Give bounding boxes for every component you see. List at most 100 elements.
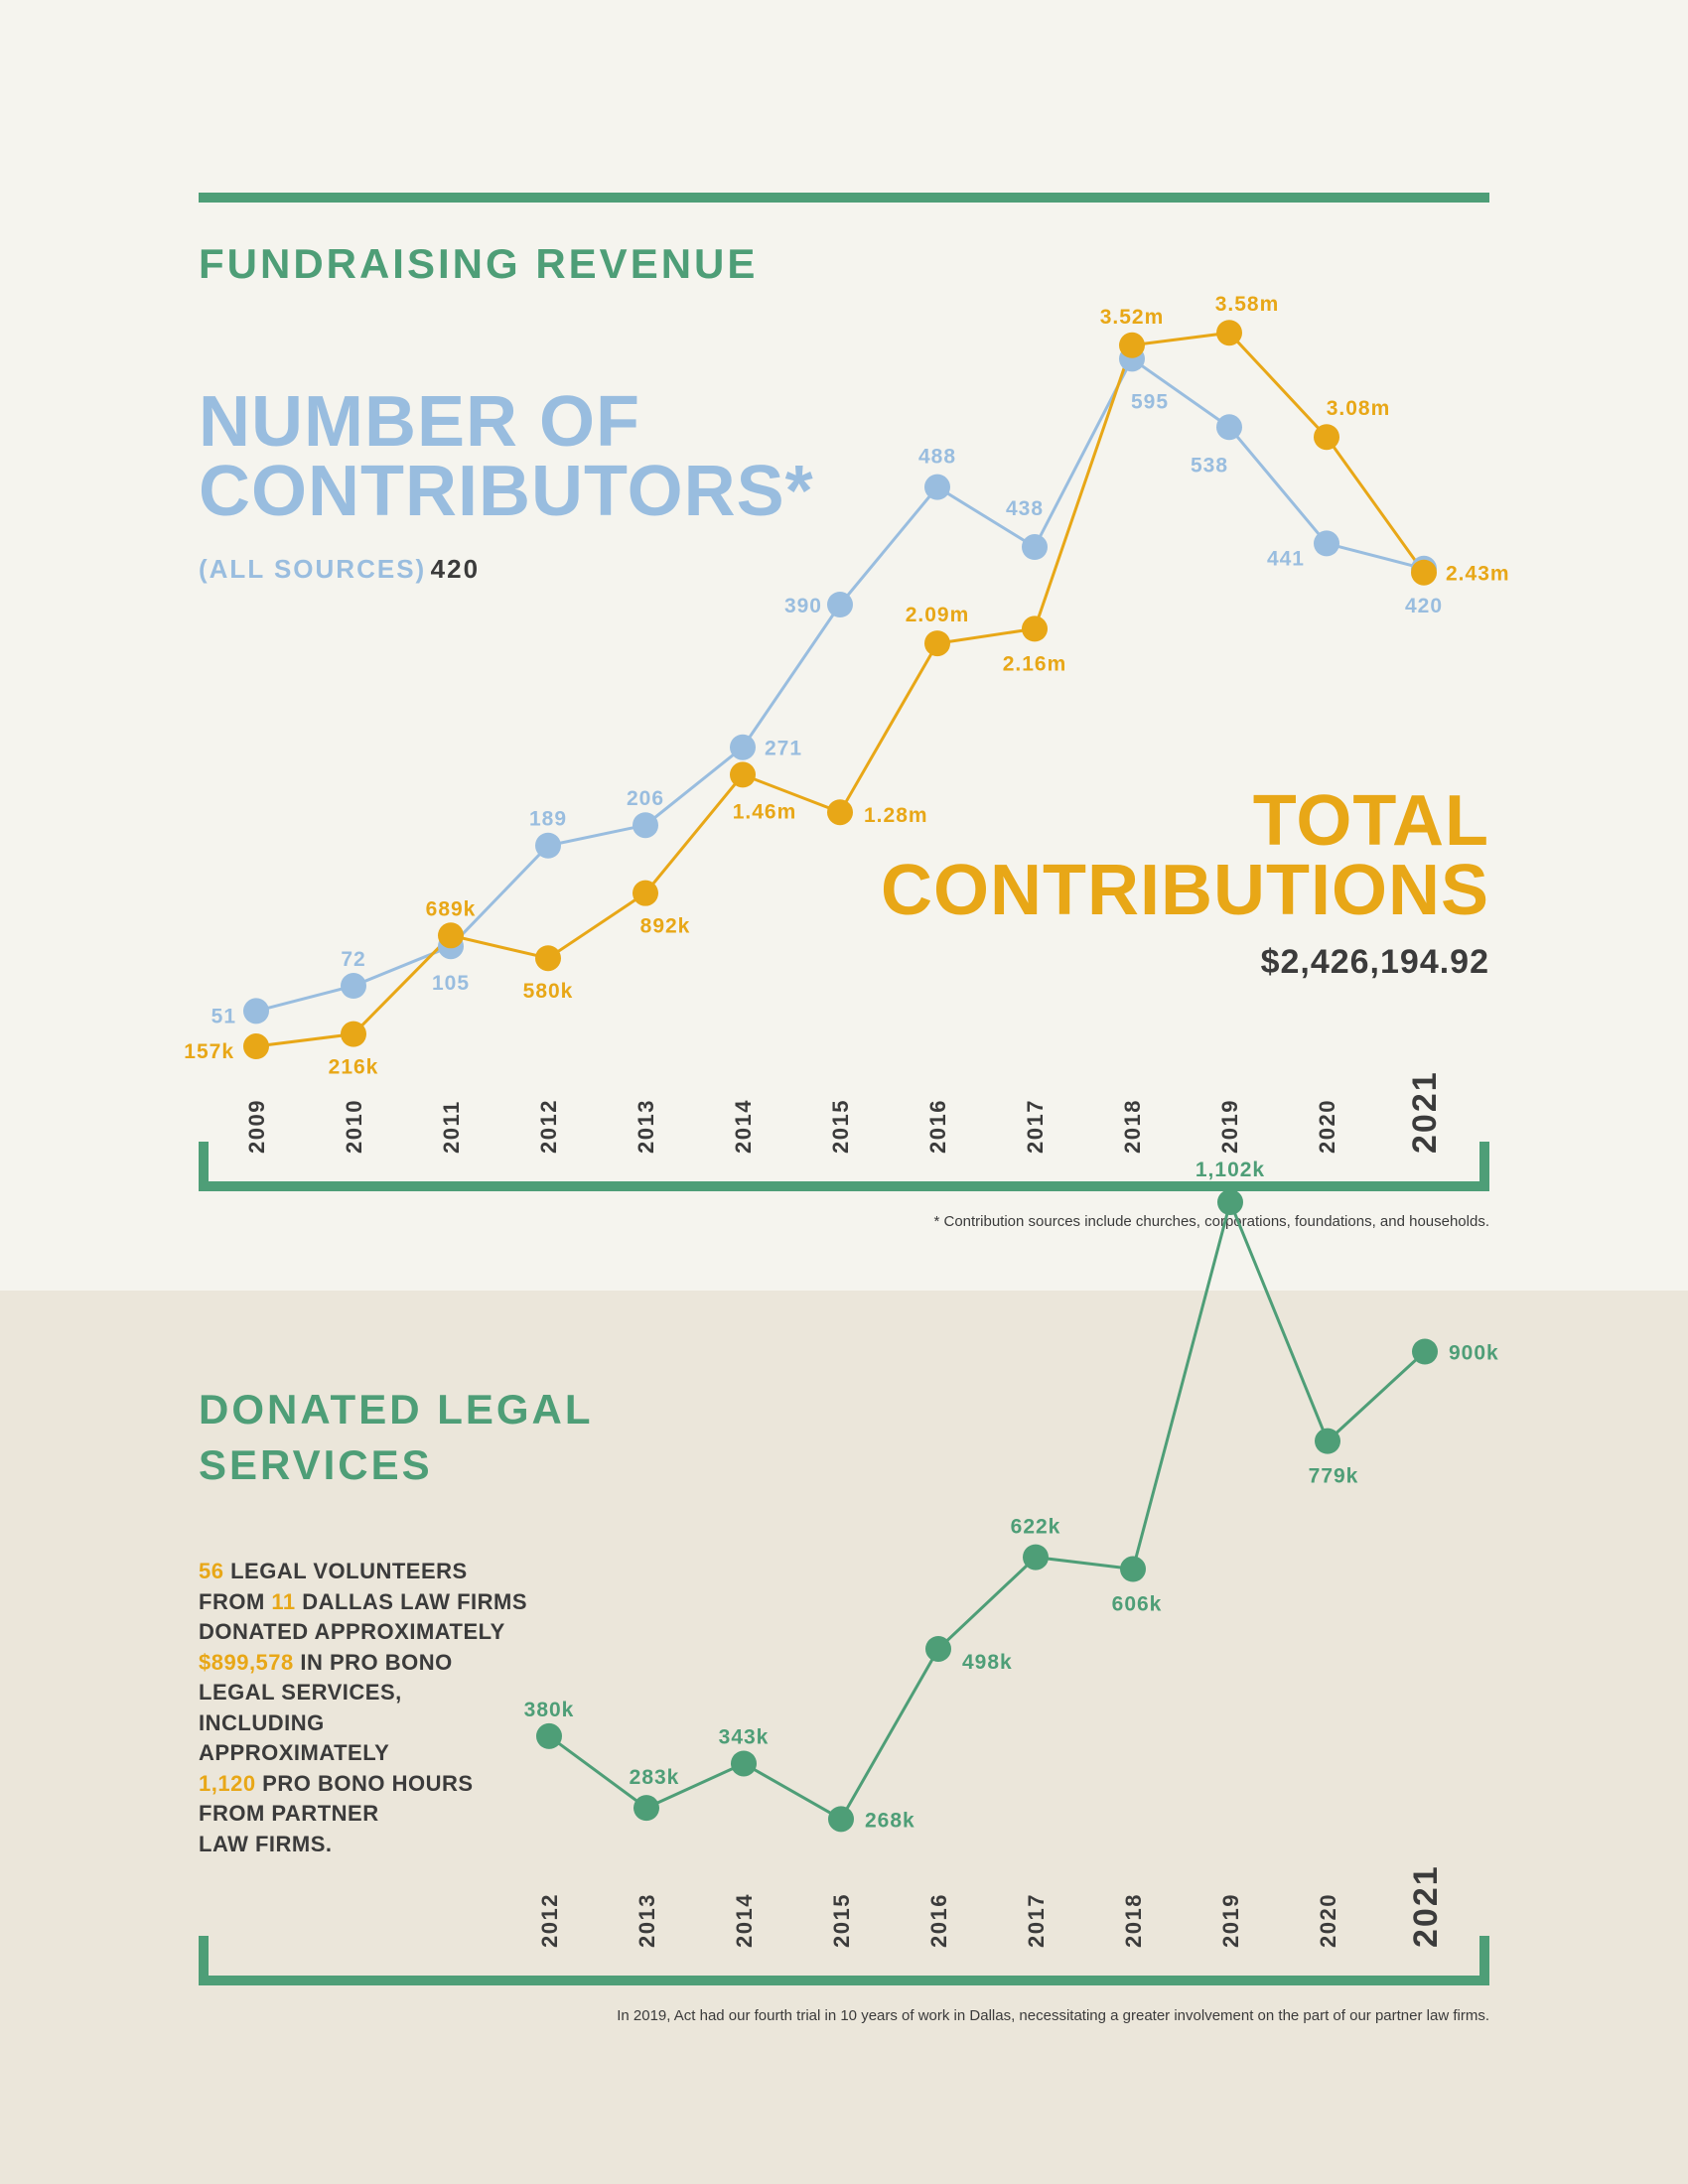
legal-x-tick-label: 2019 xyxy=(1218,1893,1243,1948)
fundraising-series-0-point xyxy=(341,973,366,1000)
fundraising-series-0-point xyxy=(1022,534,1048,561)
fundraising-x-tick-label: 2019 xyxy=(1217,1099,1242,1154)
fundraising-x-tick-label: 2018 xyxy=(1120,1099,1145,1154)
legal-x-tick-label: 2016 xyxy=(926,1893,951,1948)
contributors-sub-value: 420 xyxy=(430,554,481,584)
fundraising-series-0-point xyxy=(243,998,269,1024)
legal-series-0-point xyxy=(1315,1428,1340,1454)
fundraising-series-0-point xyxy=(827,592,853,617)
fundraising-series-1-point xyxy=(633,880,658,906)
total-title-line1: TOTAL xyxy=(1252,781,1489,861)
summary-text-fragment: LEGAL VOLUNTEERS xyxy=(223,1559,468,1583)
highlight-figure: 56 xyxy=(199,1559,224,1583)
legal-series-0-data-label: 1,102k xyxy=(1196,1159,1265,1181)
fundraising-series-1-data-label: 2.16m xyxy=(1003,652,1067,675)
fundraising-series-0-point xyxy=(633,812,658,839)
fundraising-series-1-data-label: 1.46m xyxy=(733,800,797,823)
fundraising-series-0-data-label: 206 xyxy=(627,787,664,810)
legal-heading-line2: SERVICES xyxy=(199,1441,433,1488)
total-contributions-value: $2,426,194.92 xyxy=(1260,943,1489,981)
fundraising-series-0-data-label: 441 xyxy=(1267,547,1305,570)
summary-text-fragment: INCLUDING xyxy=(199,1709,325,1735)
summary-text-fragment: LEGAL SERVICES, xyxy=(199,1680,402,1705)
total-title-line2: CONTRIBUTIONS xyxy=(881,851,1489,930)
legal-series-0-point xyxy=(633,1795,659,1822)
fundraising-x-tick-label: 2020 xyxy=(1315,1099,1339,1154)
legal-x-tick-label: 2021 xyxy=(1407,1864,1445,1948)
summary-text-fragment: DONATED APPROXIMATELY xyxy=(199,1619,505,1644)
summary-text-fragment: DALLAS LAW FIRMS xyxy=(295,1588,528,1614)
fundraising-series-1-data-label: 892k xyxy=(640,915,691,938)
fundraising-series-1-data-label: 3.58m xyxy=(1215,293,1280,316)
legal-series-0-data-label: 779k xyxy=(1309,1465,1359,1488)
highlight-figure: 1,120 xyxy=(199,1770,256,1796)
legal-series-0-data-label: 622k xyxy=(1011,1516,1061,1539)
contributors-title-line1: NUMBER OF xyxy=(199,382,640,462)
fundraising-series-1-point xyxy=(1411,559,1437,586)
fundraising-series-0-data-label: 51 xyxy=(211,1005,236,1027)
fundraising-series-1-point xyxy=(1119,332,1145,358)
fundraising-series-0-point xyxy=(730,734,756,760)
fundraising-series-0-data-label: 595 xyxy=(1131,390,1169,413)
chart1-bracket-right xyxy=(1479,1142,1489,1191)
fundraising-series-1-point xyxy=(1022,615,1048,642)
chart2-bracket-bottom xyxy=(199,1976,1489,1985)
chart1-bracket-left xyxy=(199,1142,209,1191)
chart1-bracket-bottom xyxy=(199,1181,1489,1191)
summary-text-fragment: LAW FIRMS. xyxy=(199,1831,333,1856)
top-rule xyxy=(199,193,1489,203)
fundraising-x-tick-label: 2015 xyxy=(828,1099,853,1154)
fundraising-series-0-data-label: 72 xyxy=(341,948,365,971)
fundraising-footnote: * Contribution sources include churches,… xyxy=(933,1213,1489,1230)
fundraising-series-1-point xyxy=(341,1021,366,1047)
legal-series-0-data-label: 900k xyxy=(1449,1342,1499,1365)
summary-text-fragment: PRO BONO HOURS xyxy=(255,1770,474,1796)
fundraising-x-tick-label: 2012 xyxy=(536,1099,561,1154)
contributors-title-line2: CONTRIBUTORS* xyxy=(199,452,814,531)
fundraising-series-0-data-label: 420 xyxy=(1405,595,1443,617)
summary-text-fragment: FROM PARTNER xyxy=(199,1801,379,1826)
legal-series-0-data-label: 498k xyxy=(962,1651,1013,1674)
legal-heading-line1: DONATED LEGAL xyxy=(199,1386,594,1433)
fundraising-series-1-point xyxy=(535,945,561,972)
fundraising-series-1-data-label: 3.08m xyxy=(1327,397,1391,420)
highlight-figure: 11 xyxy=(271,1588,296,1614)
fundraising-series-0-point xyxy=(535,832,561,859)
fundraising-x-tick-label: 2013 xyxy=(633,1099,658,1154)
legal-services-section xyxy=(0,1291,1688,2184)
fundraising-series-1-data-label: 689k xyxy=(426,897,477,920)
fundraising-series-1-data-label: 3.52m xyxy=(1100,306,1165,329)
legal-series-0-point xyxy=(1023,1544,1049,1570)
fundraising-series-1-data-label: 2.09m xyxy=(906,604,970,626)
fundraising-series-0-data-label: 538 xyxy=(1191,454,1228,477)
fundraising-series-0-data-label: 271 xyxy=(765,738,802,760)
fundraising-series-0-point xyxy=(1314,530,1339,557)
legal-series-0-point xyxy=(1412,1338,1438,1365)
legal-series-0-point xyxy=(1217,1189,1243,1216)
fundraising-section xyxy=(0,0,1688,1291)
legal-heading: DONATED LEGAL SERVICES xyxy=(199,1382,594,1493)
fundraising-x-tick-label: 2016 xyxy=(925,1099,950,1154)
legal-series-0-point xyxy=(925,1635,951,1662)
legal-series-0-point xyxy=(731,1750,757,1777)
fundraising-series-1-point xyxy=(827,799,853,826)
highlight-figure: $899,578 xyxy=(199,1649,294,1675)
fundraising-x-tick-label: 2017 xyxy=(1023,1099,1048,1154)
fundraising-series-1-point xyxy=(730,761,756,788)
fundraising-series-0-data-label: 390 xyxy=(784,595,822,617)
fundraising-series-1-point xyxy=(438,922,464,949)
legal-x-tick-label: 2013 xyxy=(634,1893,659,1948)
fundraising-x-tick-label: 2010 xyxy=(342,1099,366,1154)
summary-text-fragment: APPROXIMATELY xyxy=(199,1740,390,1765)
legal-series-0-data-label: 606k xyxy=(1112,1593,1163,1616)
legal-series-0-point xyxy=(536,1722,562,1749)
fundraising-series-0-point xyxy=(1216,414,1242,441)
legal-summary-text: 56 LEGAL VOLUNTEERS FROM 11 DALLAS LAW FI… xyxy=(199,1557,576,1859)
contributors-sub-label: (ALL SOURCES) xyxy=(199,554,427,584)
summary-text-fragment: FROM xyxy=(199,1588,272,1614)
legal-x-tick-label: 2014 xyxy=(732,1893,757,1948)
legal-x-tick-label: 2017 xyxy=(1024,1893,1049,1948)
legal-series-0-data-label: 380k xyxy=(524,1699,575,1721)
fundraising-chart: 51 72 105 189 206 271 390 488 438 595 538 441 420 157… xyxy=(184,293,1508,1154)
legal-series-0-data-label: 283k xyxy=(630,1766,680,1789)
